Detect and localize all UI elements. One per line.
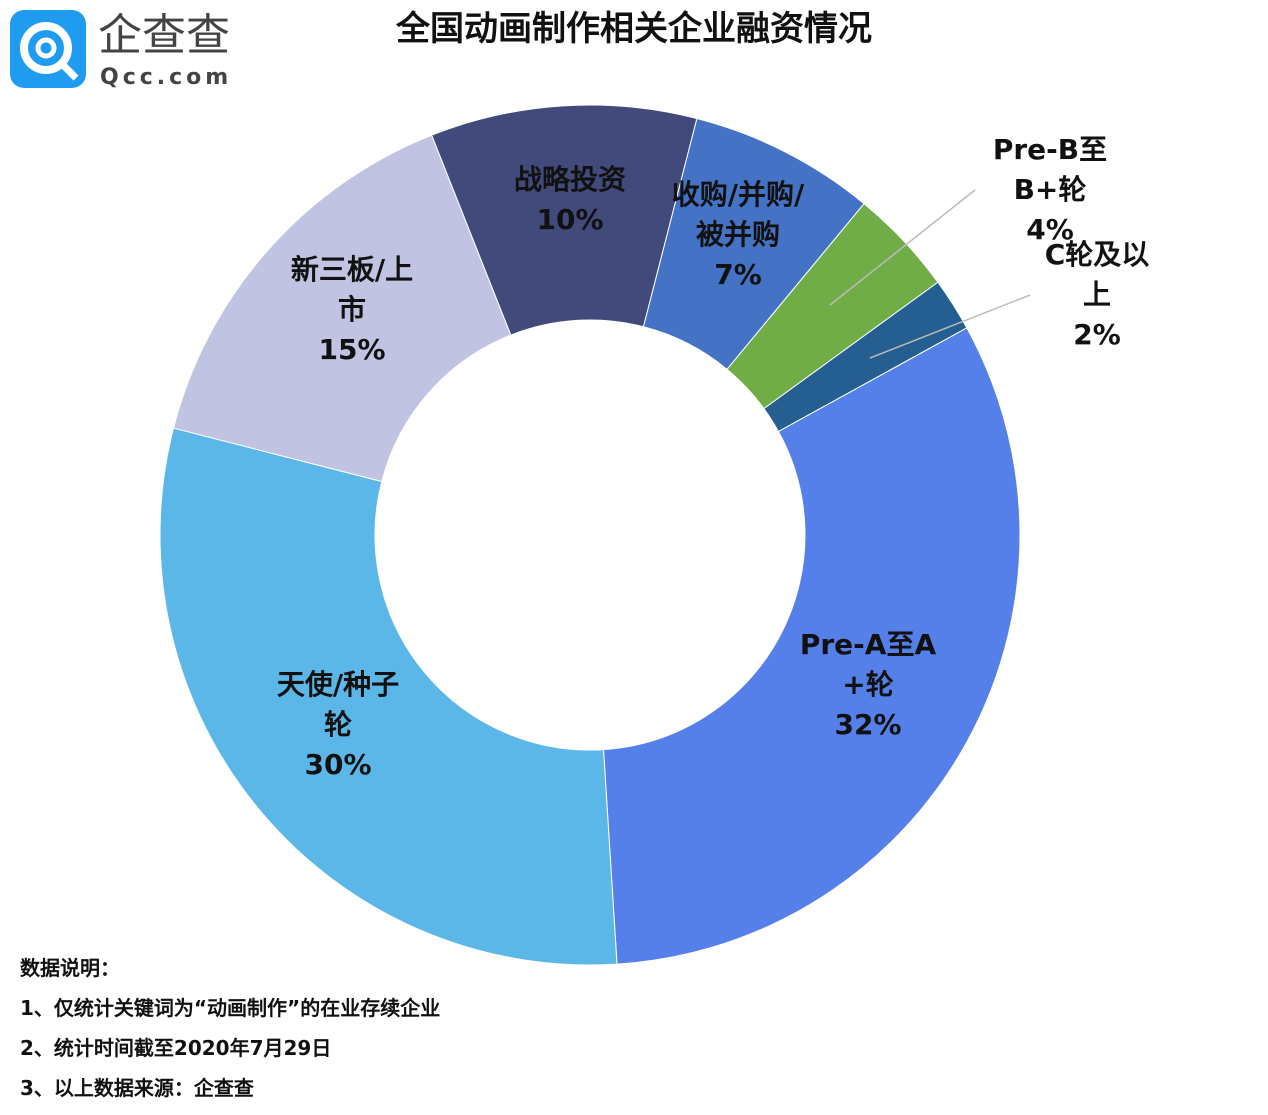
category-label: Pre-B至B+轮 — [992, 133, 1108, 206]
logo-url: Qcc.com — [100, 65, 232, 90]
logo-q-tail — [57, 59, 79, 81]
slice-label: Pre-B至B+轮 4% — [985, 130, 1115, 250]
value-label: 15% — [318, 333, 386, 366]
category-label: 战略投资 — [513, 163, 626, 196]
value-label: 10% — [536, 203, 604, 236]
slice-label: C轮及以上 2% — [1032, 235, 1162, 355]
category-label: C轮及以上 — [1044, 238, 1150, 311]
slice — [172, 134, 512, 483]
slice — [602, 327, 1021, 965]
note: 1、仅统计关键词为“动画制作”的在业存续企业 — [20, 996, 441, 1020]
logo-q — [20, 22, 72, 74]
value-label: 30% — [304, 748, 372, 781]
category-label: Pre-A至A+轮 — [799, 628, 937, 701]
slice-label: 战略投资 10% — [500, 160, 640, 240]
category-label: 新三板/上市 — [290, 253, 414, 326]
chart-title: 全国动画制作相关企业融资情况 — [395, 9, 872, 49]
note: 3、以上数据来源：企查查 — [20, 1076, 254, 1100]
slice-label: 天使/种子轮 30% — [263, 665, 413, 785]
value-label: 7% — [714, 258, 762, 291]
slice-label: 收购/并购/被并购 7% — [668, 175, 808, 295]
note: 2、统计时间截至2020年7月29日 — [20, 1036, 332, 1060]
notes-title: 数据说明： — [20, 956, 120, 980]
slice — [159, 427, 618, 966]
logo-name: 企查查 — [98, 10, 230, 61]
slice-label: Pre-A至A+轮 32% — [798, 625, 938, 745]
leader-line — [829, 189, 976, 306]
value-label: 32% — [834, 708, 902, 741]
slice — [763, 281, 968, 433]
category-label: 收购/并购/被并购 — [671, 178, 805, 251]
category-label: 天使/种子轮 — [276, 668, 400, 741]
logo-q-inner — [35, 37, 57, 59]
value-label: 2% — [1073, 318, 1121, 351]
slice-label: 新三板/上市 15% — [277, 250, 427, 370]
leader-line — [869, 294, 1031, 359]
value-label: 4% — [1026, 213, 1074, 246]
